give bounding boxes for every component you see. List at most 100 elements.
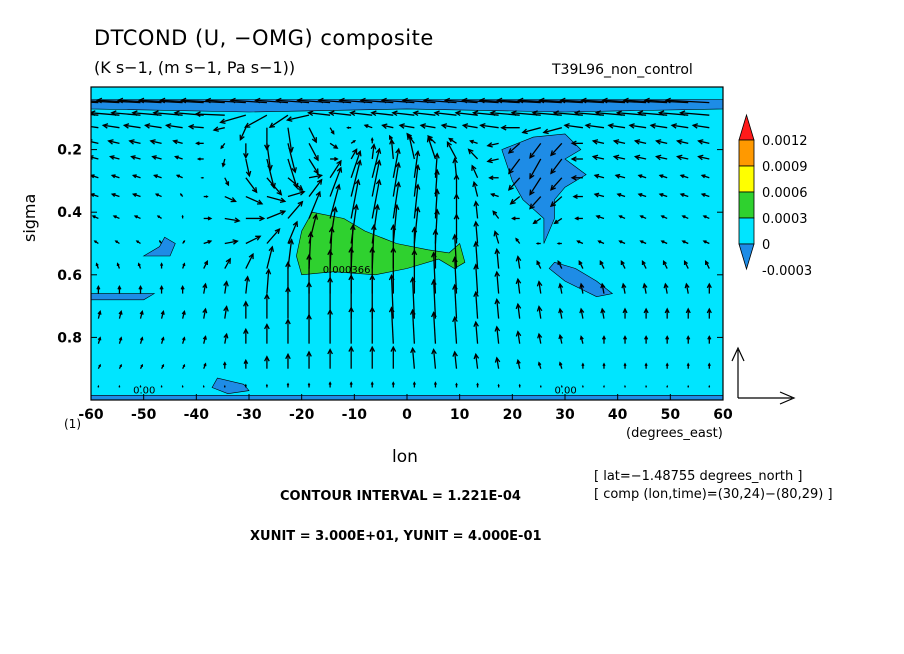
wind-vector: [338, 97, 373, 104]
wind-vector: [649, 123, 668, 129]
wind-vector: [203, 239, 213, 245]
wind-vector: [700, 174, 710, 179]
wind-vector: [473, 220, 479, 244]
wind-vector: [443, 97, 478, 104]
wind-vector: [507, 142, 521, 154]
wind-vector: [473, 352, 480, 369]
wind-vector: [660, 215, 668, 220]
wind-vector: [412, 381, 416, 388]
wind-vector: [350, 150, 362, 178]
wind-vector: [224, 195, 237, 203]
wind-vector: [138, 284, 143, 294]
wind-vector: [308, 178, 323, 197]
wind-vector: [422, 97, 457, 104]
wind-vector: [392, 181, 401, 219]
wind-vector: [371, 178, 382, 219]
wind-vector: [515, 255, 522, 269]
wind-vector: [614, 173, 626, 179]
wind-vector: [245, 252, 254, 269]
wind-vector: [287, 177, 304, 191]
wind-vector: [532, 217, 542, 225]
wind-vector: [472, 180, 479, 197]
wind-vector: [130, 155, 141, 160]
x-axis-units: (degrees_east): [626, 426, 723, 441]
wind-vector: [158, 239, 163, 244]
wind-vector: [229, 97, 267, 104]
wind-vector: [559, 97, 605, 104]
wind-vector: [560, 384, 563, 388]
wind-vector: [135, 240, 141, 245]
wind-vector: [570, 156, 583, 162]
wind-vector: [454, 110, 478, 117]
wind-vector: [204, 97, 246, 104]
wind-vector: [591, 154, 605, 161]
wind-vector: [308, 173, 324, 179]
wind-vector: [212, 126, 225, 132]
wind-vector: [473, 290, 479, 319]
wind-vector: [287, 143, 297, 174]
wind-vector: [159, 284, 164, 294]
wind-vector: [137, 262, 142, 269]
wind-vector: [131, 174, 141, 179]
wind-vector: [392, 161, 401, 197]
wind-vector: [266, 228, 281, 244]
wind-vector: [684, 282, 690, 294]
wind-vector: [175, 174, 183, 179]
x-tick-label: -40: [184, 407, 210, 423]
wind-vector: [118, 384, 121, 388]
wind-vector: [223, 332, 229, 344]
wind-vector: [637, 192, 647, 198]
chart-units: (K s−1, (m s−1, Pa s−1)): [94, 58, 296, 77]
wind-vector: [275, 97, 310, 104]
wind-vector: [244, 114, 268, 128]
wind-vector: [131, 192, 141, 198]
wind-vector: [182, 262, 186, 269]
wind-vector: [156, 215, 162, 220]
wind-vector: [328, 381, 332, 388]
wind-vector: [307, 382, 311, 388]
wind-vector: [97, 336, 102, 344]
wind-vector: [182, 239, 186, 244]
wind-vector: [536, 305, 543, 319]
wind-vector: [97, 309, 102, 319]
wind-vector: [96, 284, 101, 294]
wind-vector: [607, 123, 626, 129]
wind-vector: [479, 122, 499, 129]
wind-vector: [535, 242, 541, 245]
wind-vector: [112, 215, 120, 220]
wind-vector: [433, 381, 437, 388]
wind-vector: [643, 307, 649, 319]
wind-vector: [670, 123, 689, 129]
wind-vector: [91, 100, 120, 104]
wind-vector: [697, 139, 710, 145]
wind-vector: [597, 240, 605, 245]
wind-vector: [137, 97, 183, 104]
wind-vector: [139, 363, 143, 369]
wind-vector: [662, 260, 668, 269]
wind-vector: [243, 300, 249, 319]
wind-vector: [223, 384, 226, 388]
wind-vector: [579, 335, 584, 344]
wind-vector: [633, 139, 647, 145]
wind-vector: [494, 356, 501, 369]
wind-vector: [202, 307, 208, 319]
wind-vector: [181, 310, 186, 319]
wind-vector: [359, 97, 394, 104]
wind-vector: [686, 335, 691, 344]
wind-vector: [346, 126, 352, 129]
wind-vector: [494, 247, 501, 269]
wind-vector: [128, 139, 141, 145]
wind-vector: [160, 384, 163, 388]
wind-vector: [508, 158, 521, 175]
wind-vector: [452, 315, 458, 344]
x-tick-label: 40: [608, 407, 628, 423]
wind-vector: [593, 173, 605, 179]
wind-vector: [287, 220, 299, 244]
wind-vector: [633, 154, 647, 161]
y-tick-label: 0.4: [57, 205, 82, 221]
wind-vector: [452, 350, 458, 369]
shaded-region-5: [211, 377, 250, 395]
wind-vector: [553, 217, 563, 225]
wind-vector: [639, 240, 647, 245]
wind-vector: [601, 97, 647, 104]
